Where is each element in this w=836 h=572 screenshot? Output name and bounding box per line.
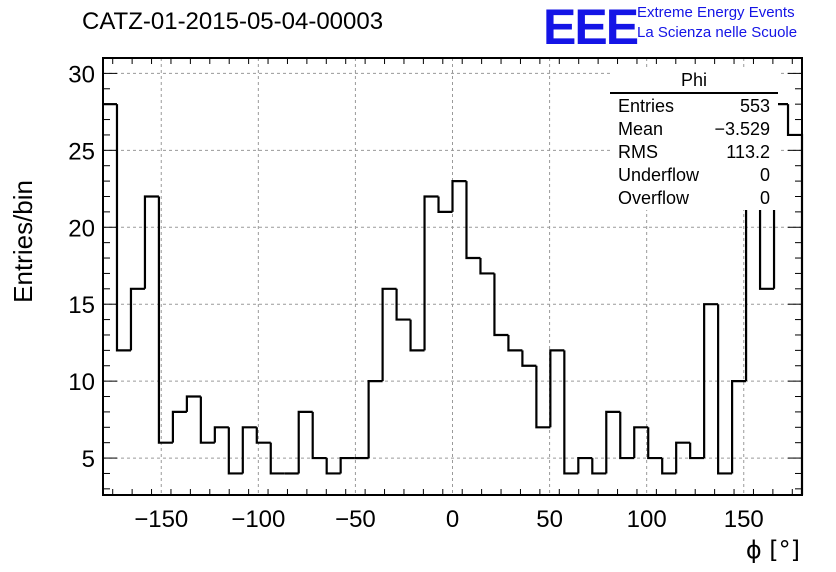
histogram-bin (297, 410, 313, 474)
tick-labels: −150 −100 −50 0 50 100 150 5 10 15 20 25 30 (68, 61, 763, 533)
histogram-bin (689, 442, 705, 460)
stats-value: 0 (759, 165, 770, 185)
stats-label: Entries (618, 96, 675, 116)
histogram-bin (577, 456, 593, 474)
histogram-bin (143, 195, 159, 289)
histogram-bin (661, 458, 677, 475)
y-tick-label: 10 (68, 369, 95, 396)
histogram-bin (451, 179, 467, 212)
y-tick-label: 20 (68, 215, 95, 242)
y-tick-label: 25 (68, 138, 95, 165)
histogram-bin (269, 442, 285, 475)
histogram-bin (591, 458, 607, 475)
histogram-bin (786, 104, 804, 495)
y-tick-label: 30 (68, 61, 95, 88)
axis-ticks (103, 57, 802, 495)
y-tick-label: 5 (82, 446, 95, 473)
histogram-bin (255, 427, 271, 444)
x-tick-label: −150 (134, 506, 188, 533)
histogram-bin (619, 411, 635, 460)
histogram-bin (521, 350, 537, 367)
stats-label: RMS (618, 142, 658, 162)
x-tick-label: 0 (446, 506, 459, 533)
stats-value: 113.2 (726, 142, 770, 162)
stats-value: 553 (739, 96, 770, 116)
histogram-bin (507, 334, 523, 352)
histogram-bin (633, 426, 649, 459)
x-tick-label: −50 (335, 506, 376, 533)
histogram-bin (758, 181, 775, 290)
stats-label: Overflow (618, 188, 690, 208)
stats-row-rms: RMS 113.2 (610, 141, 778, 164)
histogram-bin (549, 349, 565, 428)
histogram-bin (129, 287, 145, 351)
histogram-bin (465, 181, 481, 260)
x-tick-label: 50 (536, 506, 563, 533)
histogram-bin (647, 427, 663, 460)
plot-frame (102, 57, 803, 496)
histogram-bin (731, 380, 747, 474)
histogram-bin (171, 410, 187, 443)
histogram-bin (325, 458, 341, 475)
stats-label: Underflow (618, 165, 700, 185)
histogram-bin (199, 396, 215, 444)
histogram-bin (423, 195, 439, 351)
logo-line-2: La Scienza nelle Scuole (637, 24, 798, 41)
logo-line-1: Extreme Energy Events (637, 4, 795, 21)
histogram-bin (213, 426, 229, 443)
histogram-bin (311, 411, 327, 460)
x-tick-label: −100 (231, 506, 285, 533)
histogram-bin (717, 304, 733, 475)
x-axis-label: ϕ [°] (746, 536, 800, 564)
stats-row-entries: Entries 553 (610, 95, 778, 118)
histogram-bin (367, 380, 383, 459)
stats-label: Mean (618, 119, 664, 139)
histogram-bin (437, 196, 453, 213)
x-tick-label: 100 (627, 506, 667, 533)
histogram-bin (115, 104, 131, 352)
stats-box: Phi Entries 553 Mean −3.529 RMS 113.2 Un… (610, 70, 778, 210)
stats-value: 0 (759, 188, 770, 208)
stats-row-underflow: Underflow 0 (610, 164, 778, 187)
histogram-bin (395, 288, 411, 321)
chart-title: CATZ-01-2015-05-04-00003 (82, 8, 384, 35)
histogram-bin (479, 258, 495, 275)
histogram-bin (409, 319, 425, 352)
histogram-bin (535, 365, 551, 429)
y-axis-label: Entries/bin (8, 180, 38, 303)
stats-row-mean: Mean −3.529 (610, 118, 778, 141)
histogram-bin (227, 427, 243, 475)
stats-row-overflow: Overflow 0 (610, 187, 778, 210)
histogram-bin (605, 410, 621, 474)
y-tick-label: 15 (68, 292, 95, 319)
histogram-bin (339, 456, 355, 474)
histogram-bin (703, 303, 719, 459)
histogram-bin (563, 350, 579, 475)
stats-value: −3.529 (714, 119, 770, 139)
stats-box-title: Phi (610, 70, 778, 94)
histogram-bin (744, 179, 761, 382)
x-tick-label: 150 (724, 506, 764, 533)
eee-logo: EEE (543, 0, 639, 55)
grid-lines (103, 58, 802, 495)
histogram-bin (185, 395, 201, 412)
histogram-bin (157, 196, 173, 444)
histogram-bin (381, 287, 397, 382)
histogram-bin (675, 441, 691, 474)
histogram-bin (493, 273, 509, 337)
histogram-bin (241, 426, 257, 474)
